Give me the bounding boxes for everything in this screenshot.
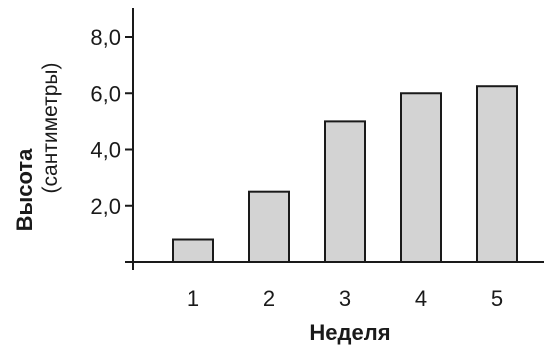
x-axis-ticks: 1 2 3 4 5 <box>187 286 503 311</box>
y-tick-label: 6,0 <box>90 81 121 106</box>
x-tick-label: 5 <box>491 286 503 311</box>
bar-week-4 <box>400 92 442 263</box>
x-axis-title: Неделя <box>309 320 390 345</box>
y-axis-title: Высота <box>12 148 37 232</box>
x-tick-label: 4 <box>415 286 427 311</box>
bar-week-2 <box>248 190 290 263</box>
y-tick-label: 2,0 <box>90 194 121 219</box>
x-tick-label: 2 <box>263 286 275 311</box>
y-tick-label: 8,0 <box>90 25 121 50</box>
bar-week-5 <box>476 85 518 263</box>
x-tick-label: 3 <box>339 286 351 311</box>
y-axis-unit: (сантиметры) <box>39 63 62 194</box>
y-tick-label: 4,0 <box>90 138 121 163</box>
y-axis-ticks: 2,0 4,0 6,0 8,0 <box>90 25 133 219</box>
plot-area <box>172 85 518 263</box>
bar-week-3 <box>324 120 366 263</box>
bar-week-1 <box>172 238 214 263</box>
x-tick-label: 1 <box>187 286 199 311</box>
